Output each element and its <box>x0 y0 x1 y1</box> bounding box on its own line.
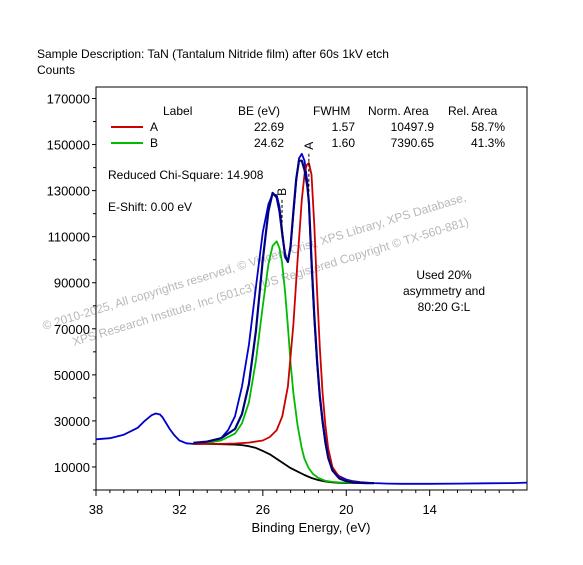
background-curve <box>193 442 375 485</box>
counts-label: Counts <box>37 63 76 77</box>
x-tick-label: 14 <box>422 502 436 517</box>
row-a-area: 10497.9 <box>391 120 435 134</box>
e-shift-note: E-Shift: 0.00 eV <box>108 200 192 214</box>
row-a-be: 22.69 <box>254 120 284 134</box>
fit-table: Label BE (eV) FWHM Norm. Area Rel. Area … <box>111 104 505 150</box>
peak-b-curve <box>193 240 375 484</box>
sample-description: Sample Description: TaN (Tantalum Nitrid… <box>37 47 389 61</box>
y-tick-label: 70000 <box>54 322 90 337</box>
peak-labels: AB <box>275 142 316 240</box>
asymmetry-note-line-3: 80:20 G:L <box>418 300 471 314</box>
asymmetry-note-line-2: asymmetry and <box>403 284 485 298</box>
asymmetry-note-line-1: Used 20% <box>416 268 472 282</box>
x-axis-label: Binding Energy, (eV) <box>252 520 371 535</box>
y-tick-label: 50000 <box>54 368 90 383</box>
row-b-fwhm: 1.60 <box>332 136 356 150</box>
y-tick-label: 10000 <box>54 460 90 475</box>
col-rel-header: Rel. Area <box>448 104 498 118</box>
x-tick-label: 20 <box>339 502 353 517</box>
row-a-label: A <box>150 120 158 134</box>
peak-a-curve <box>193 162 375 484</box>
y-tick-label: 150000 <box>47 138 90 153</box>
col-fwhm-header: FWHM <box>313 104 350 118</box>
plot-frame <box>95 86 528 491</box>
y-tick-label: 170000 <box>47 92 90 107</box>
y-tick-label: 30000 <box>54 414 90 429</box>
row-b-label: B <box>150 136 158 150</box>
chi-square-note: Reduced Chi-Square: 14.908 <box>108 168 264 182</box>
y-tick-label: 130000 <box>47 184 90 199</box>
x-axis: 38 32 26 20 14 <box>89 490 514 517</box>
x-tick-label: 26 <box>256 502 270 517</box>
y-tick-label: 110000 <box>48 230 90 245</box>
col-label-header: Label <box>163 104 192 118</box>
y-axis: 10000 30000 50000 70000 90000 110000 130000 150… <box>47 92 96 491</box>
y-tick-label: 90000 <box>54 276 90 291</box>
row-a-rel: 58.7% <box>471 120 505 134</box>
plot-curves <box>95 152 528 485</box>
peak-label-b: B <box>275 188 289 196</box>
x-tick-label: 32 <box>172 502 186 517</box>
col-be-header: BE (eV) <box>238 104 280 118</box>
col-area-header: Norm. Area <box>368 104 429 118</box>
watermark-line-1: © 2010-2025, All copyrights reserved, © … <box>41 190 468 333</box>
row-b-rel: 41.3% <box>471 136 505 150</box>
watermark-line-2: XPS Research Institute, Inc (501c3) (US … <box>71 215 471 349</box>
row-b-be: 24.62 <box>254 136 284 150</box>
row-a-fwhm: 1.57 <box>332 120 356 134</box>
row-b-area: 7390.65 <box>391 136 435 150</box>
envelope-curve <box>193 159 375 485</box>
peak-label-a: A <box>302 142 316 150</box>
x-tick-label: 38 <box>89 502 103 517</box>
